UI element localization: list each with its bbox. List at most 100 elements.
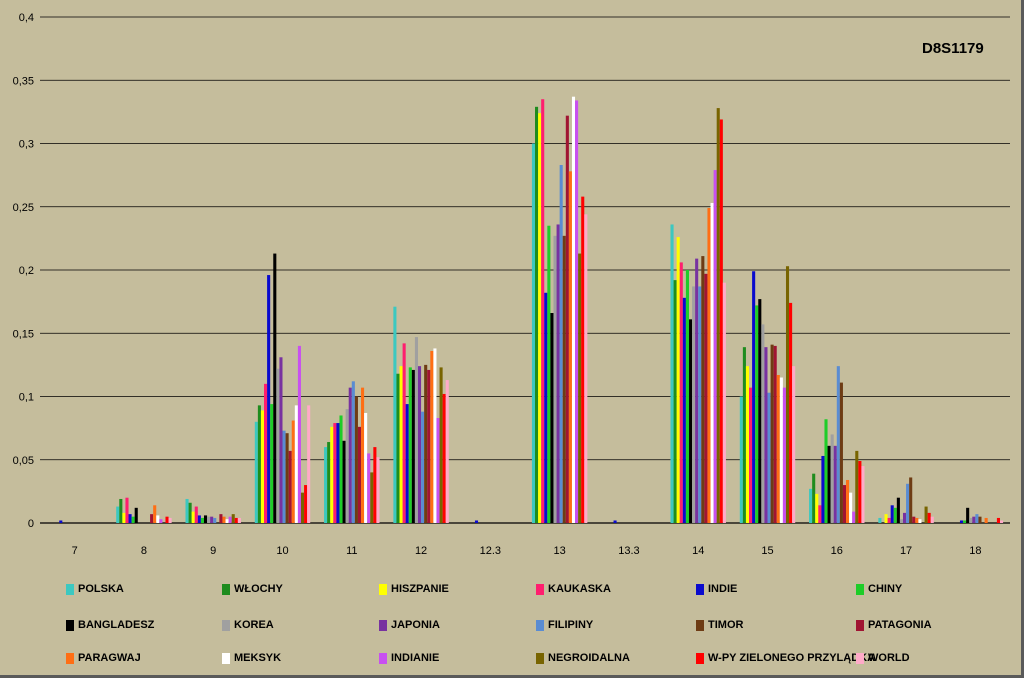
bar bbox=[861, 466, 865, 523]
y-tick-label: 0,05 bbox=[13, 455, 34, 467]
bar bbox=[411, 369, 415, 523]
x-tick-label: 15 bbox=[761, 545, 773, 557]
bar bbox=[445, 380, 449, 523]
bar bbox=[128, 514, 132, 523]
bar bbox=[824, 419, 828, 523]
bar bbox=[770, 344, 774, 523]
bar bbox=[324, 447, 328, 523]
bar bbox=[695, 258, 699, 523]
bar bbox=[213, 517, 217, 523]
bar bbox=[544, 292, 548, 523]
bar bbox=[125, 497, 129, 523]
bar bbox=[122, 512, 126, 523]
bar bbox=[556, 224, 560, 523]
bar bbox=[858, 461, 862, 523]
bar bbox=[613, 520, 617, 523]
bar bbox=[550, 313, 554, 523]
bar bbox=[581, 196, 585, 523]
bar bbox=[918, 519, 922, 523]
bar bbox=[966, 507, 970, 523]
bar bbox=[207, 516, 211, 523]
bar bbox=[815, 493, 819, 523]
bar bbox=[291, 420, 295, 523]
bar bbox=[393, 306, 397, 523]
bar bbox=[692, 286, 696, 523]
bar bbox=[327, 442, 331, 523]
bar bbox=[761, 324, 765, 523]
x-tick-label: 8 bbox=[141, 545, 147, 557]
bar bbox=[159, 519, 163, 523]
bar bbox=[685, 270, 689, 523]
x-tick-label: 17 bbox=[900, 545, 912, 557]
bar bbox=[809, 488, 813, 523]
bar bbox=[264, 383, 268, 523]
bar bbox=[165, 516, 169, 523]
bar-series-group bbox=[59, 96, 1004, 524]
bar bbox=[234, 517, 238, 523]
bar bbox=[336, 423, 340, 523]
bar bbox=[357, 426, 362, 523]
x-tick-label: 12.3 bbox=[480, 545, 501, 557]
bar bbox=[682, 297, 686, 523]
bar bbox=[427, 369, 431, 523]
bar bbox=[884, 514, 888, 523]
bar bbox=[541, 99, 545, 523]
bar bbox=[698, 286, 702, 523]
y-tick-label: 0,2 bbox=[19, 265, 34, 277]
bar bbox=[565, 115, 569, 524]
bar bbox=[535, 106, 539, 523]
x-tick-label: 11 bbox=[346, 545, 357, 557]
bar bbox=[984, 517, 988, 523]
bar bbox=[575, 100, 579, 524]
bar bbox=[782, 387, 786, 523]
bar bbox=[156, 515, 160, 523]
bar bbox=[191, 511, 195, 523]
bar bbox=[260, 410, 265, 523]
bar bbox=[203, 515, 208, 523]
bar bbox=[119, 498, 123, 523]
bar bbox=[975, 514, 979, 523]
bar bbox=[553, 235, 557, 523]
bar bbox=[836, 366, 840, 523]
x-tick-label: 12 bbox=[415, 545, 427, 557]
bar bbox=[197, 515, 201, 523]
bar bbox=[345, 409, 349, 523]
chart-title: D8S1179 bbox=[922, 40, 984, 57]
bar bbox=[830, 434, 834, 523]
bar bbox=[257, 405, 261, 523]
bar bbox=[812, 473, 816, 523]
bar bbox=[924, 506, 928, 523]
bar bbox=[710, 202, 714, 523]
bar bbox=[370, 472, 374, 523]
bar bbox=[474, 520, 479, 523]
bar bbox=[779, 377, 783, 523]
bar bbox=[849, 492, 853, 523]
bar bbox=[59, 520, 63, 523]
bar bbox=[254, 421, 258, 523]
bar bbox=[749, 387, 753, 523]
bar bbox=[348, 387, 352, 523]
x-tick-label: 18 bbox=[969, 545, 981, 557]
bar bbox=[200, 517, 204, 523]
bar bbox=[833, 445, 837, 523]
bar bbox=[852, 511, 856, 523]
bar bbox=[963, 520, 967, 523]
bar bbox=[421, 411, 425, 523]
bar bbox=[222, 516, 226, 523]
bar bbox=[219, 514, 223, 523]
bar bbox=[752, 271, 756, 523]
bar bbox=[701, 256, 705, 523]
bar bbox=[367, 453, 371, 523]
bar bbox=[276, 368, 280, 523]
bar bbox=[267, 275, 271, 523]
bar bbox=[878, 517, 882, 523]
bar bbox=[739, 396, 743, 523]
x-tick-label: 10 bbox=[276, 545, 288, 557]
bar bbox=[538, 113, 542, 523]
bar bbox=[893, 507, 897, 523]
bar bbox=[433, 348, 437, 523]
bar bbox=[288, 450, 292, 523]
bar bbox=[430, 350, 434, 523]
bar bbox=[408, 367, 412, 523]
x-tick-label: 13.3 bbox=[618, 545, 639, 557]
